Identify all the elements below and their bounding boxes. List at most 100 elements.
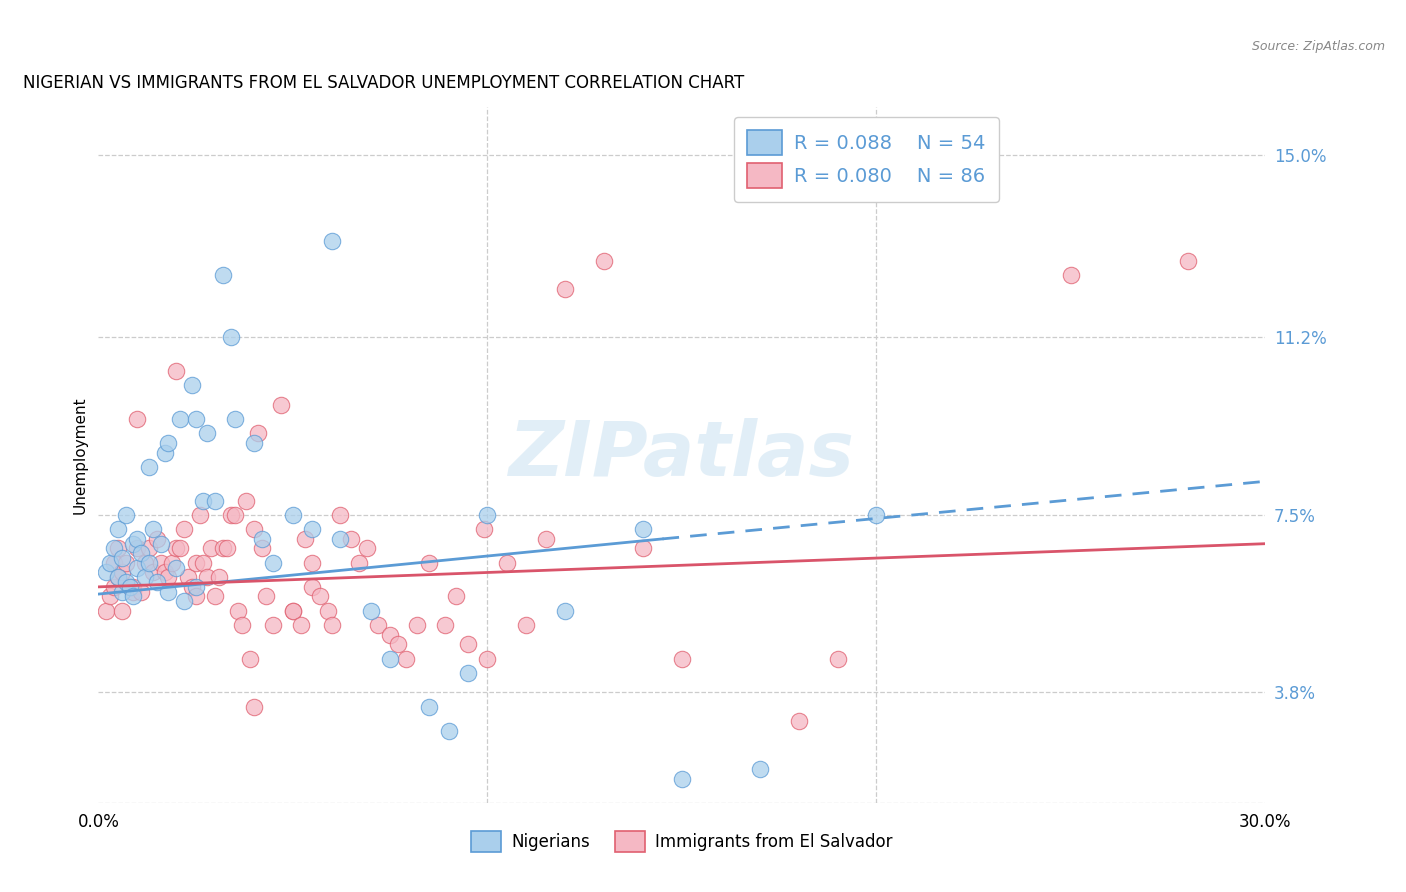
Point bbox=[219, 508, 242, 522]
Point bbox=[262, 618, 284, 632]
Point bbox=[380, 652, 402, 666]
Point bbox=[477, 508, 499, 522]
Point bbox=[122, 584, 145, 599]
Point bbox=[212, 541, 235, 556]
Point bbox=[301, 580, 323, 594]
Point bbox=[301, 522, 323, 536]
Point bbox=[111, 566, 134, 580]
Point bbox=[827, 652, 849, 666]
Point bbox=[215, 541, 238, 556]
Point bbox=[118, 580, 141, 594]
Point bbox=[103, 541, 125, 556]
Point bbox=[107, 570, 129, 584]
Point bbox=[356, 541, 378, 556]
Point bbox=[281, 604, 304, 618]
Point bbox=[204, 590, 226, 604]
Point bbox=[262, 556, 284, 570]
Point bbox=[496, 556, 519, 570]
Point bbox=[146, 532, 169, 546]
Point bbox=[111, 584, 134, 599]
Point bbox=[534, 532, 557, 546]
Point bbox=[200, 541, 222, 556]
Point bbox=[146, 575, 169, 590]
Point bbox=[134, 570, 156, 584]
Point bbox=[165, 364, 187, 378]
Point bbox=[169, 541, 191, 556]
Point bbox=[184, 412, 207, 426]
Point bbox=[360, 604, 382, 618]
Point bbox=[184, 590, 207, 604]
Point bbox=[153, 566, 176, 580]
Point bbox=[122, 537, 145, 551]
Point bbox=[103, 556, 125, 570]
Point bbox=[554, 282, 576, 296]
Point bbox=[387, 637, 409, 651]
Point bbox=[321, 235, 343, 249]
Point bbox=[212, 268, 235, 282]
Point bbox=[129, 584, 152, 599]
Point bbox=[127, 412, 149, 426]
Point bbox=[111, 604, 134, 618]
Point bbox=[114, 556, 136, 570]
Point bbox=[195, 426, 218, 441]
Point bbox=[418, 556, 440, 570]
Point bbox=[631, 541, 654, 556]
Point bbox=[142, 566, 165, 580]
Point bbox=[671, 772, 693, 786]
Point bbox=[515, 618, 537, 632]
Point bbox=[96, 604, 118, 618]
Point bbox=[367, 618, 389, 632]
Point bbox=[457, 637, 479, 651]
Point bbox=[118, 580, 141, 594]
Point bbox=[235, 493, 257, 508]
Point bbox=[329, 508, 352, 522]
Point bbox=[239, 652, 262, 666]
Point bbox=[177, 570, 200, 584]
Point bbox=[173, 522, 195, 536]
Point bbox=[193, 493, 215, 508]
Point bbox=[593, 253, 616, 268]
Y-axis label: Unemployment: Unemployment bbox=[72, 396, 87, 514]
Point bbox=[301, 556, 323, 570]
Point bbox=[865, 508, 887, 522]
Point bbox=[243, 522, 266, 536]
Point bbox=[127, 541, 149, 556]
Point bbox=[193, 556, 215, 570]
Point bbox=[270, 398, 292, 412]
Point bbox=[437, 723, 460, 738]
Point bbox=[96, 566, 118, 580]
Point bbox=[142, 522, 165, 536]
Point bbox=[554, 604, 576, 618]
Point bbox=[188, 508, 211, 522]
Point bbox=[157, 436, 180, 450]
Text: NIGERIAN VS IMMIGRANTS FROM EL SALVADOR UNEMPLOYMENT CORRELATION CHART: NIGERIAN VS IMMIGRANTS FROM EL SALVADOR … bbox=[22, 74, 744, 92]
Point bbox=[114, 508, 136, 522]
Legend: Nigerians, Immigrants from El Salvador: Nigerians, Immigrants from El Salvador bbox=[460, 819, 904, 864]
Point bbox=[748, 762, 770, 776]
Point bbox=[138, 459, 160, 474]
Point bbox=[406, 618, 429, 632]
Point bbox=[477, 652, 499, 666]
Point bbox=[122, 580, 145, 594]
Point bbox=[180, 378, 202, 392]
Point bbox=[219, 330, 242, 344]
Point bbox=[184, 556, 207, 570]
Point bbox=[340, 532, 363, 546]
Point bbox=[180, 580, 202, 594]
Point bbox=[281, 508, 304, 522]
Point bbox=[446, 590, 468, 604]
Point bbox=[149, 537, 172, 551]
Point bbox=[184, 580, 207, 594]
Point bbox=[157, 570, 180, 584]
Point bbox=[309, 590, 332, 604]
Point bbox=[246, 426, 269, 441]
Text: ZIPatlas: ZIPatlas bbox=[509, 418, 855, 491]
Point bbox=[380, 628, 402, 642]
Point bbox=[395, 652, 418, 666]
Point bbox=[149, 556, 172, 570]
Point bbox=[418, 699, 440, 714]
Point bbox=[472, 522, 495, 536]
Point bbox=[195, 570, 218, 584]
Point bbox=[224, 508, 246, 522]
Point bbox=[250, 532, 273, 546]
